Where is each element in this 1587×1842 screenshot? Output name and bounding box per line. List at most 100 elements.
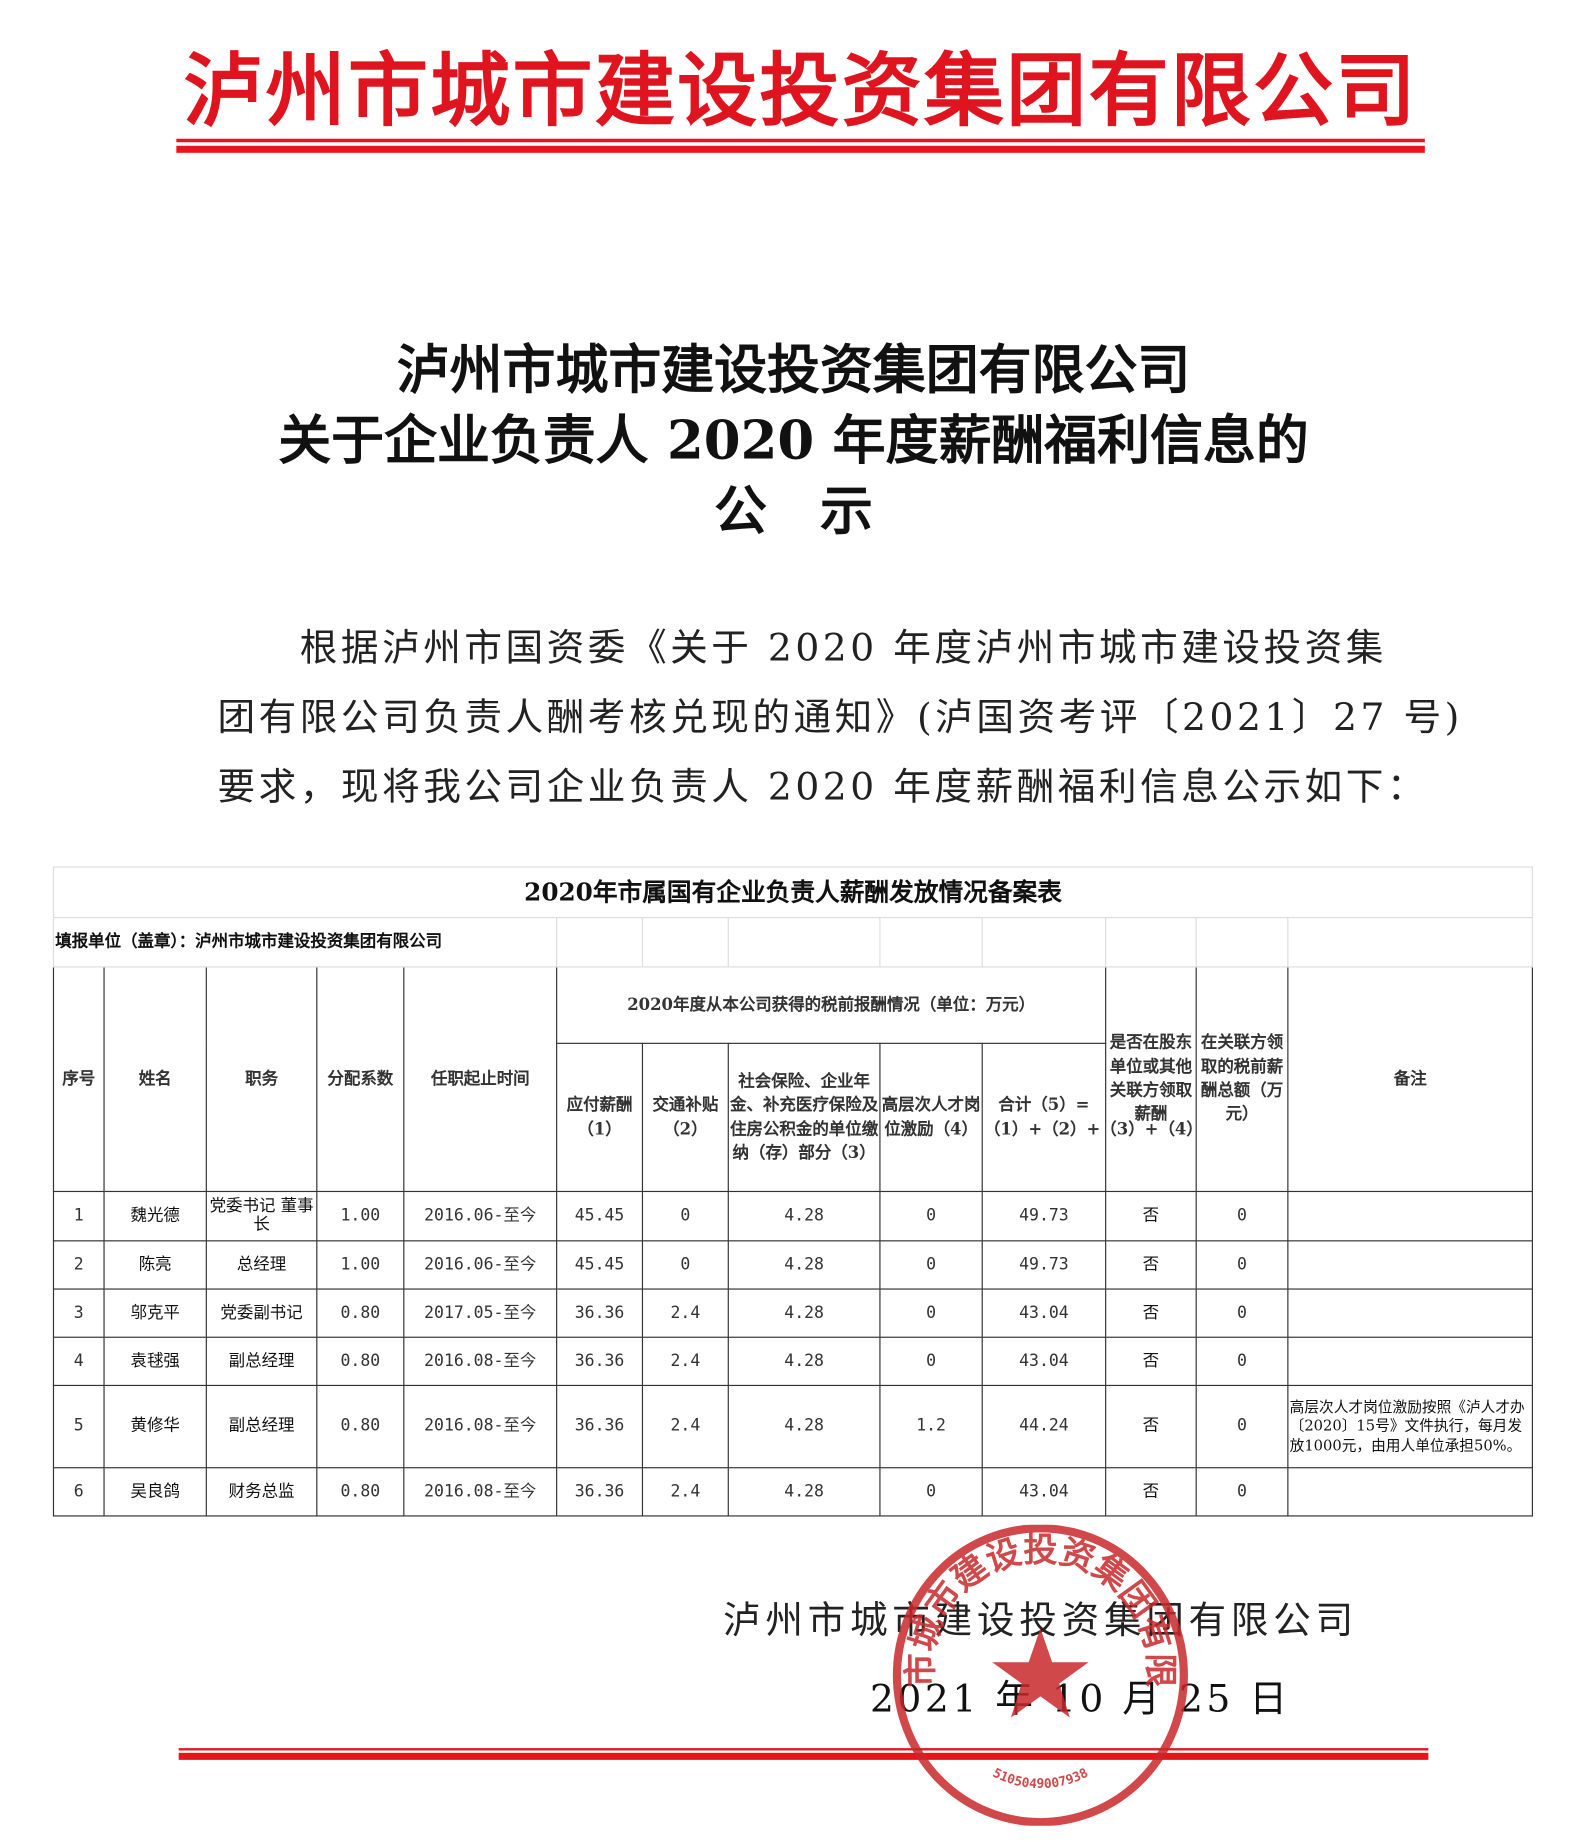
cell-position: 副总经理 <box>205 1384 318 1469</box>
cell-c5: 49.73 <box>981 1190 1107 1242</box>
header-name: 姓名 <box>103 966 207 1193</box>
header-c4: 高层次人才岗位激励（4） <box>879 1042 983 1193</box>
letterhead-divider <box>176 138 1425 143</box>
cell-c2: 0 <box>641 1190 729 1242</box>
cell-no: 2 <box>52 1240 105 1290</box>
cell-related: 0 <box>1195 1190 1289 1242</box>
cell-c4: 0 <box>879 1467 983 1517</box>
signature-date: 2021 年 10 月 25 日 <box>869 1676 1291 1722</box>
cell-no: 5 <box>52 1384 105 1469</box>
cell-other: 否 <box>1105 1336 1197 1387</box>
cell-c1: 36.36 <box>556 1336 644 1387</box>
cell-coef: 1.00 <box>316 1240 405 1290</box>
doc-title-line2: 关于企业负责人 2020 年度薪酬福利信息的 <box>278 409 1309 472</box>
header-other: 是否在股东单位或其他关联方领取薪酬 <box>1105 966 1197 1193</box>
cell-name: 魏光德 <box>103 1190 207 1242</box>
company-seal-stamp: 泸州市城市建设投资集团有限公司 5105049007938 <box>890 1524 1188 1826</box>
header-related: 在关联方领取的税前薪酬总额（万元） <box>1195 966 1289 1193</box>
cell-tenure: 2016.08-至今 <box>403 1384 558 1469</box>
cell-remark <box>1287 1467 1534 1517</box>
cell-name: 袁毬强 <box>103 1336 207 1387</box>
table-row: 1 魏光德 党委书记 董事长 1.00 2016.06-至今 45.45 0 4.28 0 49.… <box>52 1190 1534 1242</box>
cell-no: 3 <box>52 1288 105 1338</box>
letterhead-title: 泸州市城市建设投资集团有限公司 <box>183 44 1418 139</box>
cell-c4: 0 <box>879 1240 983 1290</box>
cell-c2: 2.4 <box>641 1467 729 1517</box>
cell-c4: 0 <box>879 1190 983 1242</box>
filler-unit: 填报单位（盖章）：泸州市城市建设投资集团有限公司 <box>52 916 558 968</box>
cell-c1: 36.36 <box>556 1467 644 1517</box>
cell-c5: 43.04 <box>981 1288 1107 1338</box>
cell-tenure: 2016.06-至今 <box>403 1240 558 1290</box>
cell-c1: 36.36 <box>556 1288 644 1338</box>
cell-position: 总经理 <box>205 1240 318 1290</box>
cell-c4: 0 <box>879 1336 983 1387</box>
cell-remark <box>1287 1190 1534 1242</box>
cell-c2: 2.4 <box>641 1288 729 1338</box>
cell-c3: 4.28 <box>727 1288 881 1338</box>
cell-c5: 43.04 <box>981 1467 1107 1517</box>
seal-number: 5105049007938 <box>990 1766 1091 1792</box>
cell-no: 1 <box>52 1190 105 1242</box>
cell-related: 0 <box>1195 1384 1289 1469</box>
cell-name: 黄修华 <box>103 1384 207 1469</box>
table-row: 5 黄修华 副总经理 0.80 2016.08-至今 36.36 2.4 4.28 1.2 44.… <box>52 1384 1534 1469</box>
cell-position: 党委书记 董事长 <box>205 1190 318 1242</box>
header-no: 序号 <box>52 966 105 1193</box>
cell-related: 0 <box>1195 1240 1289 1290</box>
cell-tenure: 2016.06-至今 <box>403 1190 558 1242</box>
cell-c3: 4.28 <box>727 1384 881 1469</box>
header-c2: 交通补贴（2） <box>641 1042 729 1193</box>
cell-other: 否 <box>1105 1467 1197 1517</box>
cell-other: 否 <box>1105 1288 1197 1338</box>
cell-c3: 4.28 <box>727 1190 881 1242</box>
cell-c4: 1.2 <box>879 1384 983 1469</box>
header-coef: 分配系数 <box>316 966 405 1193</box>
cell-c3: 4.28 <box>727 1467 881 1517</box>
cell-coef: 0.80 <box>316 1288 405 1338</box>
cell-related: 0 <box>1195 1288 1289 1338</box>
header-c5: 合计（5）=（1）+（2）+（3）+（4） <box>981 1042 1203 1193</box>
body-line2: 团有限公司负责人酬考核兑现的通知》(泸国资考评〔2021〕27 号) <box>217 694 1463 740</box>
cell-c3: 4.28 <box>727 1336 881 1387</box>
cell-c5: 43.04 <box>981 1336 1107 1387</box>
doc-title-line1: 泸州市城市建设投资集团有限公司 <box>396 338 1191 401</box>
table-title: 2020年市属国有企业负责人薪酬发放情况备案表 <box>52 866 1534 919</box>
cell-related: 0 <box>1195 1467 1289 1517</box>
seal-ring <box>892 1524 1188 1826</box>
cell-c4: 0 <box>879 1288 983 1338</box>
cell-coef: 0.80 <box>316 1467 405 1517</box>
letterhead-divider-thick <box>176 145 1425 153</box>
cell-c1: 45.45 <box>556 1190 644 1242</box>
cell-remark <box>1287 1240 1534 1290</box>
footer-divider <box>178 1748 1429 1751</box>
header-tenure: 任职起止时间 <box>403 966 558 1193</box>
cell-position: 党委副书记 <box>205 1288 318 1338</box>
header-remark: 备注 <box>1287 966 1534 1193</box>
cell-c5: 44.24 <box>981 1384 1107 1469</box>
cell-other: 否 <box>1105 1190 1197 1242</box>
cell-c2: 0 <box>641 1240 729 1290</box>
header-position: 职务 <box>205 966 318 1193</box>
footer-divider-thick <box>178 1752 1429 1760</box>
cell-name: 邬克平 <box>103 1288 207 1338</box>
cell-coef: 0.80 <box>316 1336 405 1387</box>
cell-remark <box>1287 1288 1534 1338</box>
cell-name: 陈亮 <box>103 1240 207 1290</box>
doc-title-line3: 公 示 <box>714 479 873 542</box>
table-row: 3 邬克平 党委副书记 0.80 2017.05-至今 36.36 2.4 4.28 0 43.0… <box>52 1288 1534 1338</box>
cell-coef: 1.00 <box>316 1190 405 1242</box>
cell-no: 4 <box>52 1336 105 1387</box>
cell-c1: 36.36 <box>556 1384 644 1469</box>
header-c3: 社会保险、企业年金、补充医疗保险及住房公积金的单位缴纳（存）部分（3） <box>727 1042 881 1193</box>
cell-c5: 49.73 <box>981 1240 1107 1290</box>
cell-other: 否 <box>1105 1384 1197 1469</box>
body-line1: 根据泸州市国资委《关于 2020 年度泸州市城市建设投资集 <box>217 625 1387 671</box>
cell-position: 副总经理 <box>205 1336 318 1387</box>
cell-c3: 4.28 <box>727 1240 881 1290</box>
signature-company: 泸州市城市建设投资集团有限公司 <box>722 1597 1358 1643</box>
cell-coef: 0.80 <box>316 1384 405 1469</box>
table-row: 4 袁毬强 副总经理 0.80 2016.08-至今 36.36 2.4 4.28 0 43.04… <box>52 1336 1534 1387</box>
cell-name: 吴良鸽 <box>103 1467 207 1517</box>
